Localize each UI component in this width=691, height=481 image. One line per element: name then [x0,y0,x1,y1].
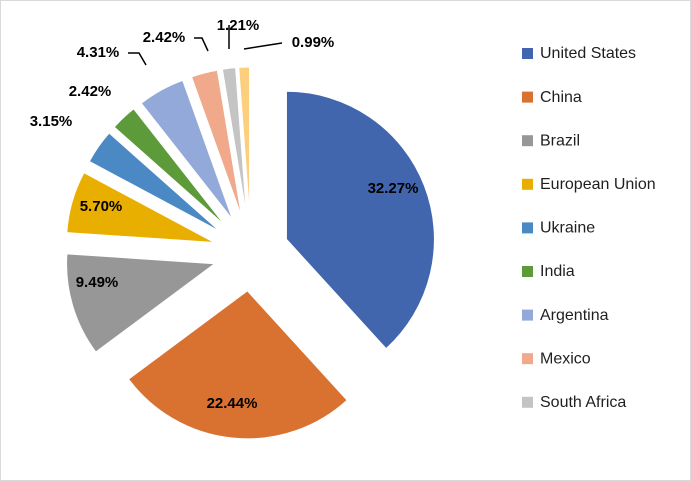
data-label: 4.31% [77,44,120,61]
legend-label: South Africa [540,394,626,411]
legend-swatch [522,396,533,408]
pie-slice-china [127,290,348,440]
legend-swatch [522,309,533,321]
pie-slice-brazil [66,253,216,353]
data-label: 2.42% [143,29,186,46]
pie-slice-unlabeled [238,66,251,216]
legend-swatch [522,48,533,59]
legend-label: Mexico [540,350,591,367]
pie-slice-argentina [140,79,234,221]
legend: United States China Brazil European Union Uk… [522,45,656,411]
leader-line [194,37,209,52]
legend-swatch [522,353,533,365]
legend-label: Argentina [540,307,609,324]
data-label: 0.99% [292,34,335,51]
data-label: 32.27% [368,180,419,197]
pie-slice-india [113,108,226,226]
data-label: 3.15% [30,113,73,130]
pie-slice-mexico [190,69,242,217]
data-label: 5.70% [80,198,123,215]
data-label: 1.21% [217,17,260,34]
legend-label: China [540,89,582,106]
legend-swatch [522,135,533,147]
legend-label: European Union [540,176,656,193]
pie-slices [66,66,435,440]
pie-slice-ukraine [88,132,221,232]
leader-line [128,52,147,66]
legend-label: Brazil [540,132,580,149]
pie-slice-south-africa [221,67,247,216]
legend-swatch [522,266,533,277]
pie-slice-european-union [66,172,215,244]
data-label: 22.44% [207,395,258,412]
legend-label: India [540,263,575,280]
legend-swatch [522,178,533,190]
leader-line [243,42,283,50]
data-labels: 32.27% 22.44% 9.49% 5.70% 3.15% 2.42% 4.31% 2.4… [30,17,419,412]
data-label: 9.49% [76,274,119,291]
pie-slice-united-states [285,90,435,350]
legend-swatch [522,91,533,103]
legend-label: United States [540,45,636,62]
legend-label: Ukraine [540,220,595,237]
leader-lines [128,25,283,66]
data-label: 2.42% [69,83,112,100]
legend-swatch [522,222,533,234]
